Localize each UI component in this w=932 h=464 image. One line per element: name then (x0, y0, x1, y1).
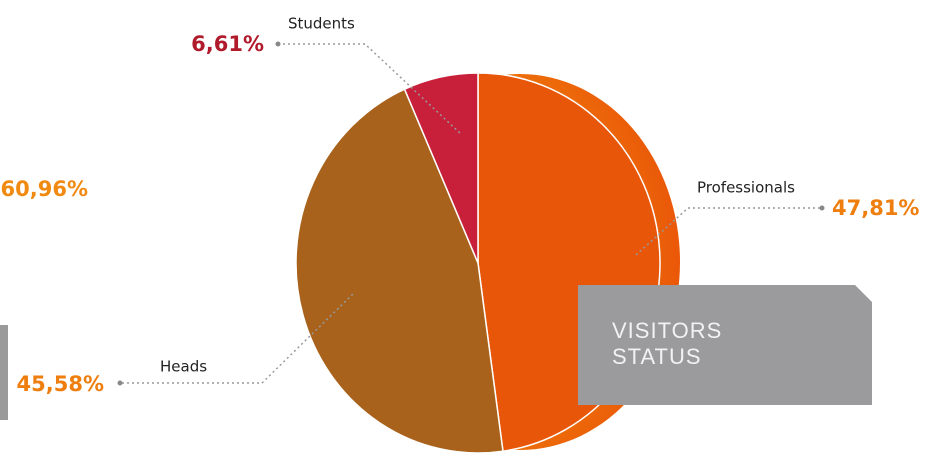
category-label: Students (288, 15, 355, 33)
side-bar (0, 325, 8, 420)
category-label: Heads (160, 358, 207, 376)
leader-dot (819, 205, 825, 211)
leader-lines (122, 43, 820, 384)
pie-slice (295, 88, 504, 454)
value-label: 45,58% (17, 372, 104, 396)
category-label: Professionals (697, 179, 795, 197)
chart-title: VISITORS STATUS (612, 318, 723, 369)
title-box (578, 285, 872, 405)
leader-dot (117, 380, 123, 386)
leader-dot (275, 41, 281, 47)
annotation: 60,96% (1, 177, 88, 201)
value-label: 6,61% (191, 32, 264, 56)
value-label: 47,81% (832, 196, 919, 220)
pie-slice (403, 72, 479, 264)
